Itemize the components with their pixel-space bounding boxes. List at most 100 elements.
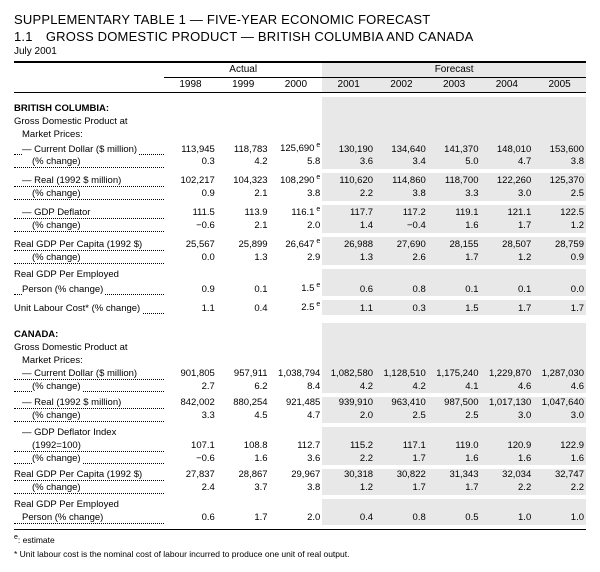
row-label: (1992=100) (32, 440, 83, 451)
row-label: Real GDP Per Capita (1992 $) (14, 469, 144, 480)
table-cell: 1.1 (164, 300, 217, 315)
table-cell: 113,945 (164, 141, 217, 156)
row-label: Market Prices: (22, 355, 85, 366)
table-cell: 1.7 (375, 482, 428, 495)
table-cell: 125,690 e (270, 141, 323, 156)
table-cell: 4.2 (375, 381, 428, 394)
table-cell: 1.3 (322, 252, 375, 265)
table-cell: 119.1 (428, 205, 481, 220)
table-cell: −0.4 (375, 220, 428, 233)
table-cell: 3.6 (322, 156, 375, 169)
year-header: 2001 (322, 78, 375, 93)
table-cell: 4.6 (533, 381, 586, 394)
row-label: Gross Domestic Product at (14, 342, 130, 353)
table-cell: 4.7 (270, 410, 323, 423)
table-cell: 3.4 (375, 156, 428, 169)
row-label: (% change) (32, 410, 83, 421)
table-cell: 32,034 (481, 469, 534, 482)
table-cell: 2.4 (164, 482, 217, 495)
table-cell: 25,899 (217, 237, 270, 252)
row-label: (% change) (32, 453, 83, 464)
table-cell: 130,190 (322, 141, 375, 156)
supp-title: SUPPLEMENTARY TABLE 1 — FIVE-YEAR ECONOM… (14, 12, 586, 27)
table-cell: 134,640 (375, 141, 428, 156)
table-cell: 5.8 (270, 156, 323, 169)
table-cell: 1.2 (322, 482, 375, 495)
table-cell: 1.4 (322, 220, 375, 233)
row-label: Real GDP Per Employed (14, 499, 121, 510)
table-cell: 0.4 (217, 300, 270, 315)
table-cell: 117.7 (322, 205, 375, 220)
table-cell: 1.6 (481, 453, 534, 466)
table-cell: 30,318 (322, 469, 375, 482)
table-cell: 2.9 (270, 252, 323, 265)
table-cell: 0.1 (428, 281, 481, 296)
table-cell: 0.0 (164, 252, 217, 265)
table-cell: 0.4 (322, 512, 375, 525)
table-cell: 6.2 (217, 381, 270, 394)
table-cell: 31,343 (428, 469, 481, 482)
year-header: 2005 (533, 78, 586, 93)
row-label: (% change) (32, 381, 83, 392)
table-cell: 2.2 (533, 482, 586, 495)
table-cell: 987,500 (428, 397, 481, 410)
row-label: Unit Labour Cost* (% change) (14, 303, 142, 314)
table-cell: 1.3 (217, 252, 270, 265)
table-cell: 8.4 (270, 381, 323, 394)
table-cell: 2.5 (428, 410, 481, 423)
table-cell: 2.5 e (270, 300, 323, 315)
row-label: Person (% change) (22, 284, 105, 295)
table-cell: 2.1 (217, 220, 270, 233)
row-label: (% change) (32, 188, 83, 199)
row-label: — Current Dollar ($ million) (22, 368, 139, 379)
table-cell: 2.2 (481, 482, 534, 495)
table-cell: 0.5 (428, 512, 481, 525)
table-cell: 112.7 (270, 440, 323, 453)
table-cell: 3.3 (164, 410, 217, 423)
table-cell: 1.6 (217, 453, 270, 466)
table-cell: 3.7 (217, 482, 270, 495)
row-label: (% change) (32, 220, 83, 231)
table-cell: 4.2 (217, 156, 270, 169)
table-cell: 1.1 (322, 300, 375, 315)
table-cell: 1.5 e (270, 281, 323, 296)
table-cell: 1.6 (533, 453, 586, 466)
table-cell: 1.7 (428, 482, 481, 495)
table-cell: 4.5 (217, 410, 270, 423)
forecast-header: Forecast (322, 63, 586, 78)
table-cell: 148,010 (481, 141, 534, 156)
year-header: 2000 (270, 78, 323, 93)
table-cell: 2.2 (322, 453, 375, 466)
table-cell: 963,410 (375, 397, 428, 410)
table-cell: 3.8 (270, 188, 323, 201)
table-cell: 1,038,794 (270, 368, 323, 381)
row-label: — GDP Deflator Index (22, 427, 118, 438)
row-label: — Real (1992 $ million) (22, 175, 123, 186)
table-cell: 3.8 (375, 188, 428, 201)
table-cell: 5.0 (428, 156, 481, 169)
table-cell: 25,567 (164, 237, 217, 252)
table-cell: 30,822 (375, 469, 428, 482)
table-cell: 29,967 (270, 469, 323, 482)
table-cell: 1.7 (533, 300, 586, 315)
row-label: — Real (1992 $ million) (22, 397, 123, 408)
table-cell: 122.9 (533, 440, 586, 453)
table-cell: 1.0 (533, 512, 586, 525)
table-cell: 2.0 (270, 220, 323, 233)
year-header: 2002 (375, 78, 428, 93)
table-cell: 0.1 (217, 281, 270, 296)
table-cell: 0.9 (164, 281, 217, 296)
table-cell: 28,155 (428, 237, 481, 252)
table-cell: 120.9 (481, 440, 534, 453)
table-cell: 0.9 (533, 252, 586, 265)
table-cell: 2.7 (164, 381, 217, 394)
footnote-star: * Unit labour cost is the nominal cost o… (14, 549, 586, 560)
row-label: Person (% change) (22, 512, 105, 523)
table-cell: 1.0 (481, 512, 534, 525)
year-header: 1998 (164, 78, 217, 93)
table-cell: 3.3 (428, 188, 481, 201)
table-cell: 108.8 (217, 440, 270, 453)
table-cell: 880,254 (217, 397, 270, 410)
table-cell: 113.9 (217, 205, 270, 220)
section-title: 1.1 GROSS DOMESTIC PRODUCT — BRITISH COL… (14, 29, 586, 44)
